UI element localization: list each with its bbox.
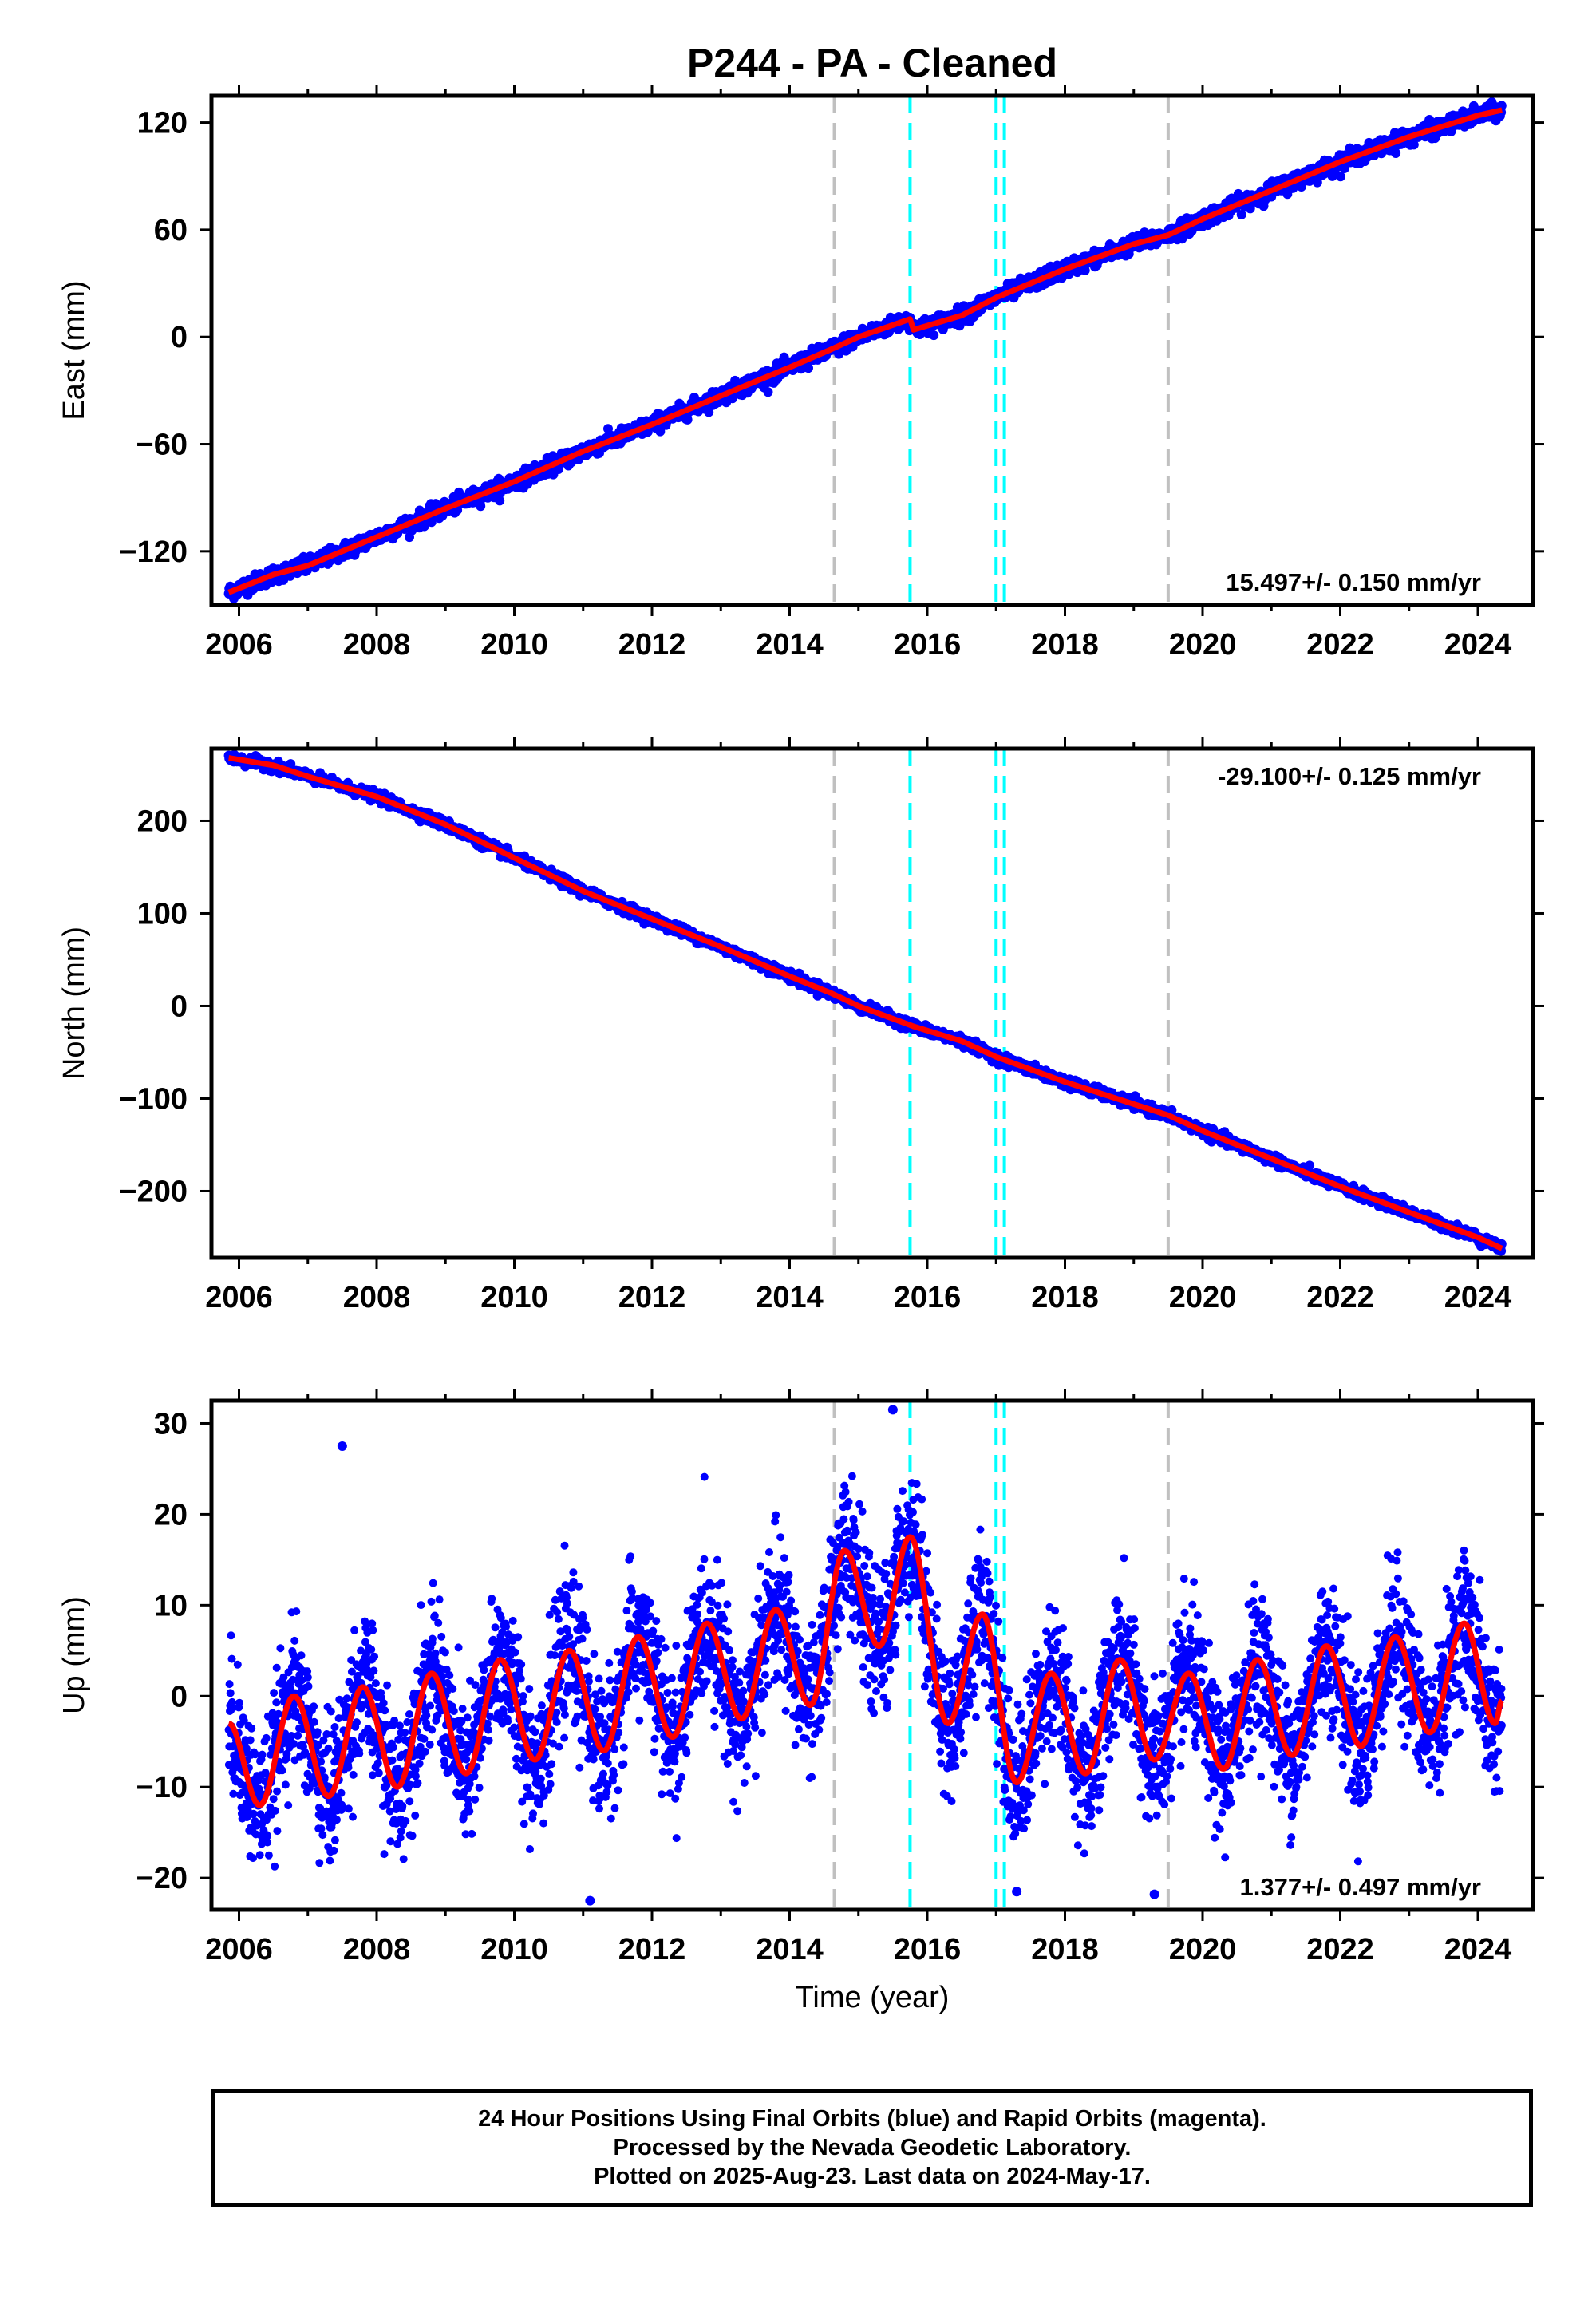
data-point xyxy=(1236,210,1246,219)
north-panel: 2006 2008 2010 2012 2014 2016 2018 2020 2022 2024… xyxy=(57,737,1544,1314)
data-point xyxy=(1391,148,1401,158)
y-tick-label: −120 xyxy=(119,536,188,569)
x-tick-label: 2006 xyxy=(205,628,273,662)
y-tick-label: −60 xyxy=(136,429,188,462)
x-tick-label: 2012 xyxy=(618,628,686,662)
plot-area xyxy=(223,96,1507,605)
data-point xyxy=(1335,172,1345,182)
final-orbit-points xyxy=(223,749,1507,1256)
x-tick-label: 2022 xyxy=(1306,628,1374,662)
data-point xyxy=(1080,265,1090,275)
x-tick-label: 2020 xyxy=(1169,628,1237,662)
figure-title: P244 - PA - Cleaned xyxy=(687,41,1057,85)
data-point xyxy=(1305,1160,1315,1171)
x-tick-label: 2016 xyxy=(894,628,962,662)
y-tick-label: 120 xyxy=(137,107,188,140)
data-point xyxy=(476,501,486,512)
x-tick-label: 2018 xyxy=(1031,628,1099,662)
data-point xyxy=(834,349,844,359)
x-tick-label: 2010 xyxy=(480,628,548,662)
east-panel: 2006 2008 2010 2012 2014 2016 2018 2020 2022 2024… xyxy=(57,85,1544,662)
data-point xyxy=(553,464,563,474)
x-tick-label: 2008 xyxy=(343,628,411,662)
plot-frame xyxy=(209,93,1535,607)
y-tick-label: 60 xyxy=(154,214,188,247)
x-tick-label: 2014 xyxy=(756,628,824,662)
data-point xyxy=(763,387,773,397)
y-axis-label: East (mm) xyxy=(57,280,91,420)
y-tick-label: 0 xyxy=(171,321,188,354)
x-tick-label: 2024 xyxy=(1444,628,1512,662)
plot-area xyxy=(223,749,1507,1258)
data-point xyxy=(929,330,939,341)
model-fit-line xyxy=(226,107,1504,595)
data-point xyxy=(495,496,505,506)
velocity-label: 15.497+/- 0.150 mm/yr xyxy=(1226,568,1481,596)
data-point xyxy=(1408,140,1419,150)
